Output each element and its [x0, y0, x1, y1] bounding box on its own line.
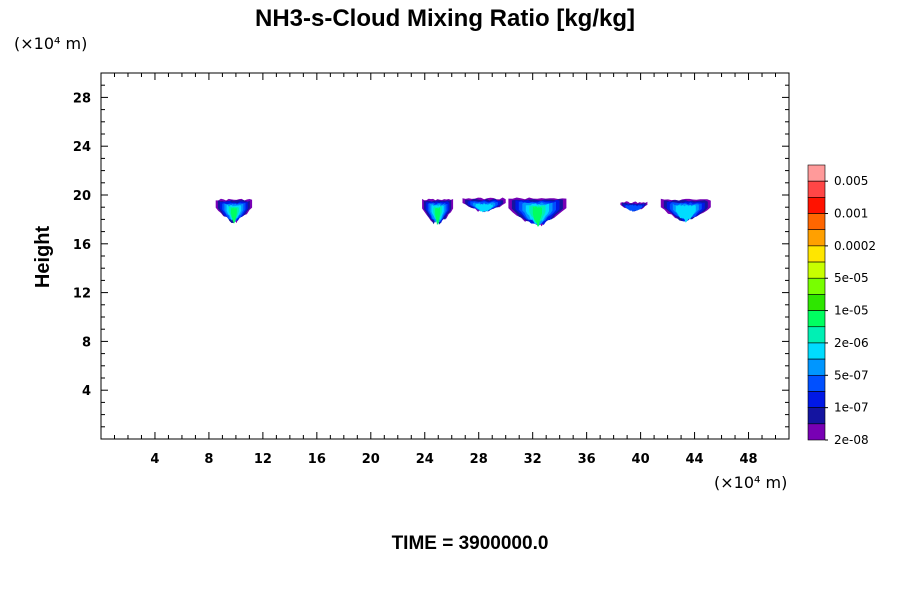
colorbar-swatch: [807, 213, 826, 231]
colorbar-swatch: [807, 326, 826, 344]
cloud-contour-level: [435, 207, 441, 226]
colorbar-swatch: [807, 164, 826, 182]
colorbar-swatch: [807, 374, 826, 392]
chart-title: NH3-s-Cloud Mixing Ratio [kg/kg]: [255, 5, 635, 32]
x-tick-label: 24: [416, 452, 434, 467]
colorbar-swatch: [807, 277, 826, 295]
y-tick-label: 8: [82, 335, 91, 350]
colorbar-swatch: [807, 391, 826, 408]
y-tick-label: 24: [73, 140, 91, 155]
colorbar-label: 0.0002: [834, 239, 876, 253]
x-tick-label: 28: [470, 452, 488, 467]
x-tick-label: 48: [739, 452, 757, 467]
colorbar-swatch: [807, 229, 826, 247]
y-tick-label: 20: [73, 189, 91, 204]
time-label: TIME = 3900000.0: [392, 533, 549, 554]
colorbar-swatch: [807, 407, 826, 425]
x-tick-label: 16: [308, 452, 326, 467]
colorbar-label: 0.001: [834, 207, 868, 221]
colorbar-swatch: [807, 423, 826, 441]
colorbar-swatch: [807, 197, 826, 214]
x-tick-label: 20: [362, 452, 380, 467]
y-tick-label: 12: [73, 287, 91, 302]
colorbar-label: 1e-07: [834, 401, 869, 415]
x-axis-unit: (×10⁴ m): [714, 473, 787, 492]
x-tick-label: 40: [632, 452, 650, 467]
colorbar-swatch: [807, 180, 826, 198]
x-tick-label: 12: [254, 452, 272, 467]
colorbar-label: 5e-05: [834, 271, 869, 285]
cloud-contour-level: [625, 204, 643, 212]
x-tick-label: 4: [150, 452, 159, 467]
x-tick-label: 32: [524, 452, 542, 467]
y-axis-ticks: 4 8 12 16 20 24 28: [73, 84, 789, 428]
cloud-contour-level: [475, 203, 493, 213]
x-tick-label: 44: [686, 452, 704, 467]
plot-frame: [100, 72, 790, 440]
colorbar-swatch: [807, 261, 826, 279]
colorbar-label: 5e-07: [834, 368, 869, 382]
x-axis-ticks: 4 8 12 16 20 24 28 32 36 40 44 48: [113, 73, 777, 467]
x-tick-label: 8: [204, 452, 213, 467]
cloud-contour-level: [675, 204, 696, 223]
y-tick-label: 4: [82, 384, 91, 399]
cloud-contour-level: [532, 205, 542, 227]
y-tick-label: 16: [73, 238, 91, 253]
colorbar-label: 0.005: [834, 174, 868, 188]
colorbar-swatch: [807, 310, 826, 328]
colorbar-swatch: [807, 294, 826, 311]
colorbar-swatch: [807, 342, 826, 360]
x-tick-label: 36: [578, 452, 596, 467]
cloud-contour-level: [231, 207, 237, 224]
colorbar-label: 2e-06: [834, 336, 869, 350]
colorbar-label: 2e-08: [834, 433, 869, 447]
colorbar-swatch: [807, 245, 826, 263]
cloud-contours: [215, 197, 711, 227]
y-tick-label: 28: [73, 91, 91, 106]
colorbar-label: 1e-05: [834, 304, 869, 318]
colorbar: 0.005 0.001 0.0002 5e-05 1e-05 2e-06 5e-07 1e-0…: [807, 164, 876, 447]
colorbar-swatch: [807, 358, 826, 376]
y-axis-label: Height: [32, 226, 54, 289]
y-axis-unit: (×10⁴ m): [14, 34, 87, 53]
